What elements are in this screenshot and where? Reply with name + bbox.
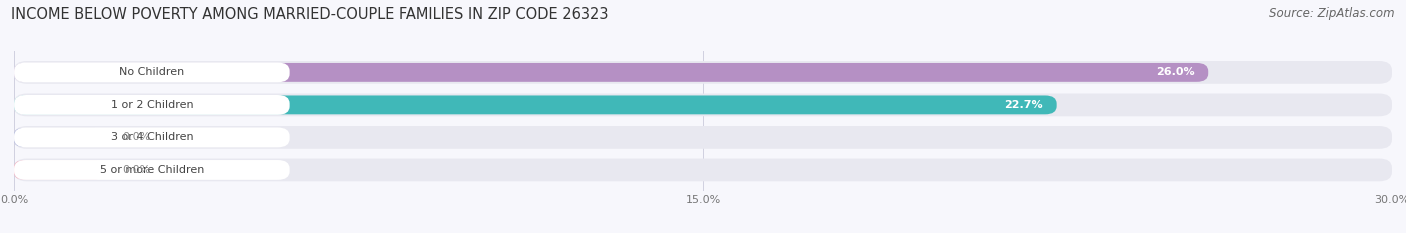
Text: 0.0%: 0.0% bbox=[122, 132, 150, 142]
Text: 1 or 2 Children: 1 or 2 Children bbox=[111, 100, 193, 110]
FancyBboxPatch shape bbox=[14, 62, 290, 82]
FancyBboxPatch shape bbox=[14, 95, 290, 115]
FancyBboxPatch shape bbox=[14, 128, 104, 147]
FancyBboxPatch shape bbox=[14, 63, 1208, 82]
FancyBboxPatch shape bbox=[14, 127, 290, 147]
FancyBboxPatch shape bbox=[14, 161, 104, 179]
FancyBboxPatch shape bbox=[14, 160, 290, 180]
Text: 5 or more Children: 5 or more Children bbox=[100, 165, 204, 175]
Text: 22.7%: 22.7% bbox=[1004, 100, 1043, 110]
FancyBboxPatch shape bbox=[14, 93, 1392, 116]
FancyBboxPatch shape bbox=[14, 126, 1392, 149]
Text: 26.0%: 26.0% bbox=[1156, 67, 1195, 77]
Text: 0.0%: 0.0% bbox=[122, 165, 150, 175]
FancyBboxPatch shape bbox=[14, 158, 1392, 181]
FancyBboxPatch shape bbox=[14, 96, 1057, 114]
Text: 3 or 4 Children: 3 or 4 Children bbox=[111, 132, 193, 142]
Text: INCOME BELOW POVERTY AMONG MARRIED-COUPLE FAMILIES IN ZIP CODE 26323: INCOME BELOW POVERTY AMONG MARRIED-COUPL… bbox=[11, 7, 609, 22]
Text: No Children: No Children bbox=[120, 67, 184, 77]
FancyBboxPatch shape bbox=[14, 61, 1392, 84]
Text: Source: ZipAtlas.com: Source: ZipAtlas.com bbox=[1270, 7, 1395, 20]
